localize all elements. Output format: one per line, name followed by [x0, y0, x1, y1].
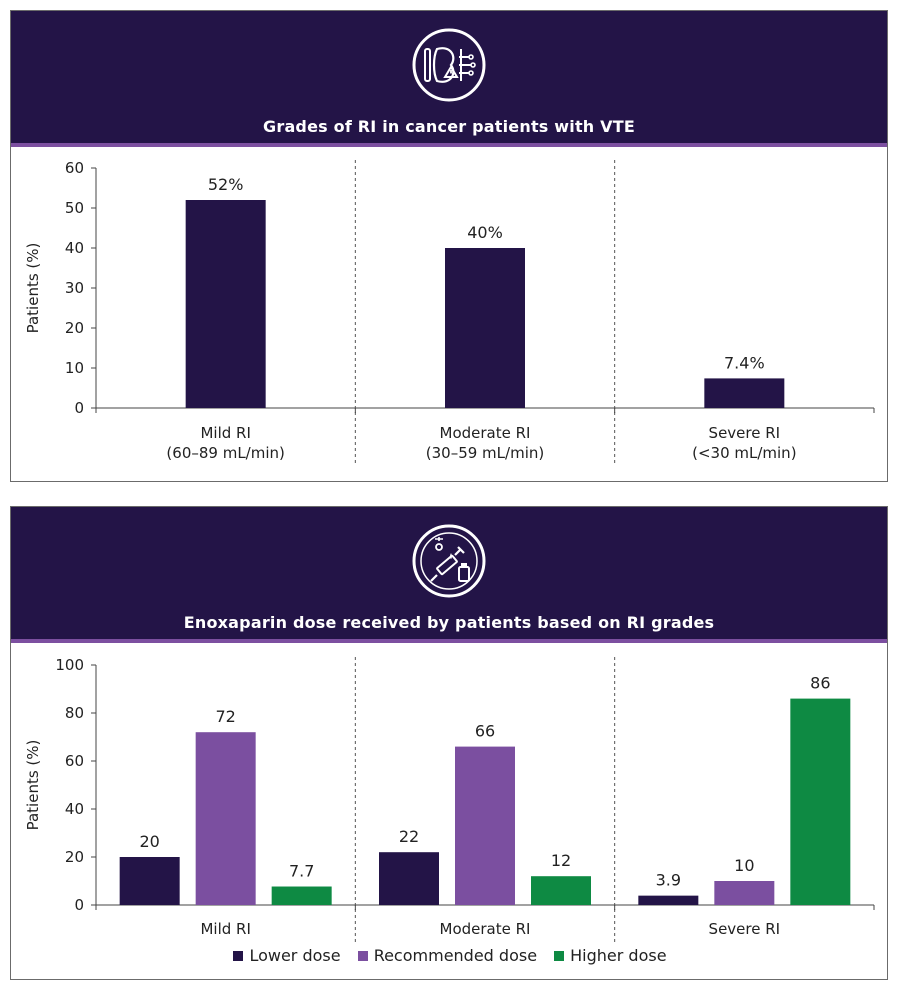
- bar: [638, 895, 699, 905]
- data-label: 12: [551, 851, 571, 870]
- chart-legend: Lower dose Recommended dose Higher dose: [0, 946, 900, 965]
- y-axis-label: Patients (%): [24, 243, 42, 334]
- y-tick-label: 10: [65, 359, 84, 377]
- data-label: 20: [139, 832, 159, 851]
- y-tick-label: 60: [65, 752, 84, 770]
- panel-header: Grades of RI in cancer patients with VTE: [11, 11, 887, 147]
- y-tick-label: 100: [55, 656, 84, 674]
- bar: [531, 876, 591, 905]
- data-label: 3.9: [656, 871, 681, 890]
- y-tick-label: 50: [65, 199, 84, 217]
- legend-label: Higher dose: [570, 946, 667, 965]
- data-label: 7.4%: [724, 353, 765, 372]
- kidney-alert-icon: [412, 28, 486, 102]
- data-label: 66: [475, 722, 495, 741]
- panel-title: Enoxaparin dose received by patients bas…: [183, 613, 715, 632]
- bar: [445, 248, 525, 408]
- bar: [714, 881, 775, 905]
- x-tick-label: (60–89 mL/min): [166, 444, 284, 462]
- legend-swatch: [357, 951, 368, 961]
- bar: [185, 200, 266, 408]
- x-tick-label: Mild RI: [200, 424, 250, 442]
- data-label: 72: [215, 707, 235, 726]
- y-tick-label: 0: [74, 896, 84, 914]
- bar: [455, 746, 515, 905]
- data-label: 10: [734, 856, 754, 875]
- data-label: 7.7: [289, 862, 314, 881]
- x-tick-label: Mild RI: [200, 920, 250, 938]
- data-label: 40%: [467, 223, 503, 242]
- legend-label: Recommended dose: [373, 946, 538, 965]
- legend-item-higher-dose: Higher dose: [554, 946, 667, 965]
- y-tick-label: 20: [65, 319, 84, 337]
- y-tick-label: 20: [65, 848, 84, 866]
- data-label: 22: [399, 827, 419, 846]
- panel-header: Enoxaparin dose received by patients bas…: [11, 507, 887, 643]
- y-tick-label: 0: [74, 399, 84, 417]
- x-tick-label: (<30 mL/min): [692, 444, 796, 462]
- x-tick-label: Moderate RI: [440, 424, 531, 442]
- bar: [790, 698, 851, 905]
- data-label: 52%: [208, 175, 244, 194]
- y-tick-label: 40: [65, 800, 84, 818]
- bar: [379, 852, 439, 905]
- x-tick-label: (30–59 mL/min): [426, 444, 544, 462]
- legend-item-recommended-dose: Recommended dose: [357, 946, 538, 965]
- y-axis-label: Patients (%): [24, 740, 42, 831]
- chart-panel-enoxaparin-dose: Enoxaparin dose received by patients bas…: [10, 506, 888, 980]
- legend-swatch: [554, 951, 565, 961]
- bar: [704, 378, 785, 408]
- legend-label: Lower dose: [249, 946, 341, 965]
- x-tick-label: Moderate RI: [440, 920, 531, 938]
- legend-item-lower-dose: Lower dose: [233, 946, 341, 965]
- y-tick-label: 80: [65, 704, 84, 722]
- legend-swatch: [233, 951, 244, 961]
- x-tick-label: Severe RI: [709, 920, 781, 938]
- syringe-vial-icon: [412, 524, 486, 598]
- y-tick-label: 40: [65, 239, 84, 257]
- data-label: 86: [810, 674, 830, 693]
- bar: [195, 732, 256, 905]
- bar: [271, 886, 332, 905]
- y-tick-label: 30: [65, 279, 84, 297]
- y-tick-label: 60: [65, 159, 84, 177]
- bar: [119, 857, 180, 905]
- panel-title: Grades of RI in cancer patients with VTE: [263, 117, 635, 136]
- x-tick-label: Severe RI: [709, 424, 781, 442]
